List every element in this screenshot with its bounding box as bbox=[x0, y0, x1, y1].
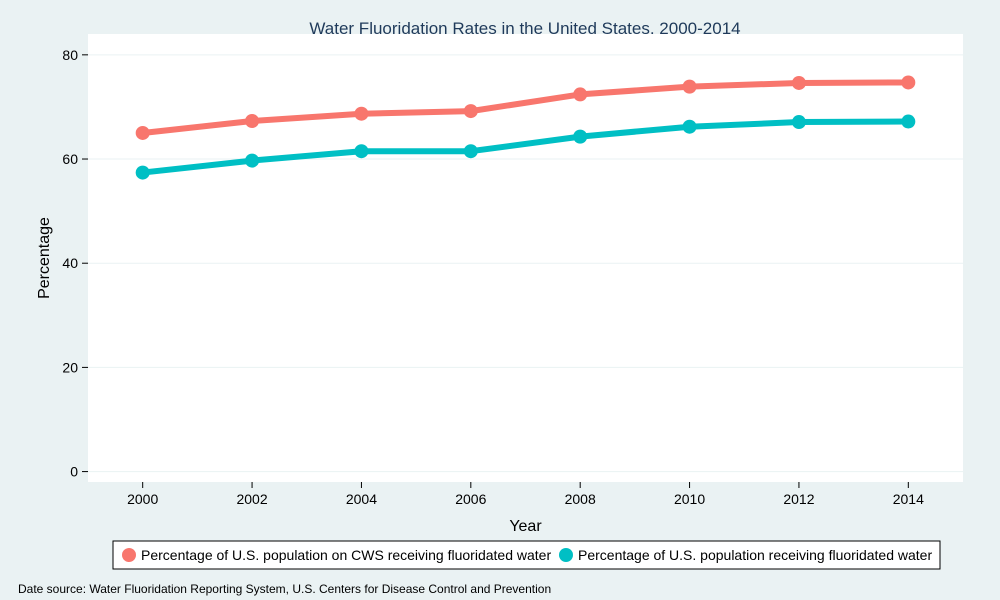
series-0 bbox=[135, 75, 916, 140]
data-point bbox=[354, 144, 369, 159]
chart-title: Water Fluoridation Rates in the United S… bbox=[309, 19, 740, 38]
x-tick-label: 2000 bbox=[127, 491, 158, 507]
series-1 bbox=[135, 114, 916, 180]
series-line bbox=[142, 79, 909, 136]
x-tick-label: 2002 bbox=[236, 491, 267, 507]
axes: 0 20 40 60 80 2000 2002 2004 2006 2008 2010 2012 201… bbox=[62, 47, 924, 507]
legend-marker-total bbox=[559, 548, 573, 562]
x-tick-label: 2006 bbox=[455, 491, 486, 507]
x-tick-label: 2014 bbox=[893, 491, 924, 507]
data-point bbox=[245, 113, 260, 128]
grid-lines bbox=[88, 54, 963, 473]
plot-area bbox=[88, 34, 963, 482]
y-tick-label: 40 bbox=[62, 255, 78, 271]
x-tick-label: 2010 bbox=[674, 491, 705, 507]
data-point bbox=[682, 79, 697, 94]
legend: Percentage of U.S. population on CWS rec… bbox=[112, 540, 941, 570]
data-point bbox=[791, 75, 806, 90]
data-point bbox=[901, 114, 916, 129]
data-point bbox=[791, 115, 806, 130]
y-tick-label: 20 bbox=[62, 359, 78, 375]
y-tick-label: 80 bbox=[62, 47, 78, 63]
legend-box bbox=[112, 540, 941, 570]
y-axis-title: Percentage bbox=[36, 217, 53, 299]
x-axis-title: Year bbox=[509, 518, 542, 535]
x-tick-label: 2004 bbox=[346, 491, 377, 507]
legend-marker-cws bbox=[122, 548, 136, 562]
data-point bbox=[573, 87, 588, 102]
series-lines bbox=[135, 75, 916, 180]
data-point bbox=[463, 144, 478, 159]
legend-label-cws: Percentage of U.S. population on CWS rec… bbox=[141, 547, 551, 563]
data-point bbox=[463, 104, 478, 119]
data-point bbox=[354, 106, 369, 121]
y-tick-label: 0 bbox=[70, 464, 78, 480]
y-tick-label: 60 bbox=[62, 151, 78, 167]
x-tick-label: 2008 bbox=[565, 491, 596, 507]
data-point bbox=[573, 129, 588, 144]
data-point bbox=[901, 75, 916, 90]
data-point bbox=[135, 125, 150, 140]
data-point bbox=[245, 153, 260, 168]
legend-label-total: Percentage of U.S. population receiving … bbox=[578, 547, 932, 563]
x-tick-label: 2012 bbox=[783, 491, 814, 507]
data-point bbox=[682, 119, 697, 134]
series-line bbox=[142, 118, 909, 176]
data-point bbox=[135, 165, 150, 180]
data-source-note: Date source: Water Fluoridation Reportin… bbox=[18, 582, 551, 596]
